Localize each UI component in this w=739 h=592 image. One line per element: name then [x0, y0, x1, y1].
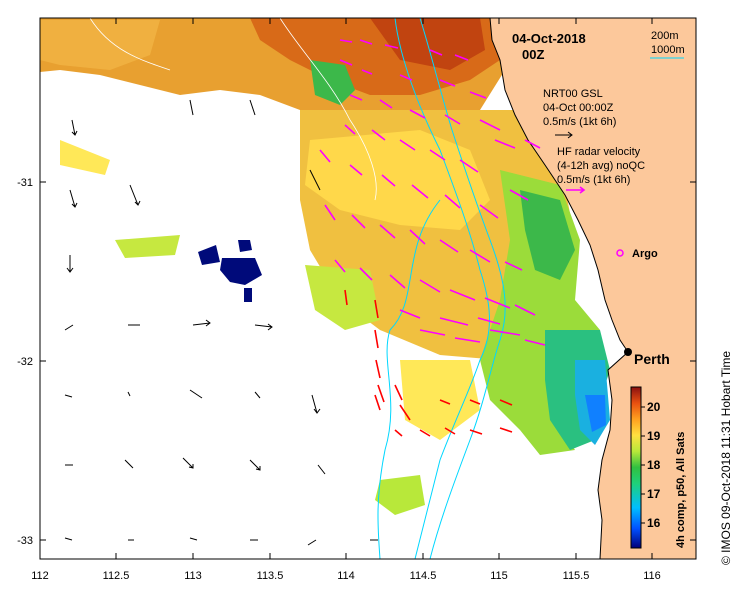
isobath-label-200: 200m	[651, 30, 679, 42]
colorbar-tick-18: 18	[647, 458, 661, 472]
lon-ticks	[39, 18, 653, 559]
argo-label: Argo	[632, 248, 658, 260]
gsl-legend-line-3: 0.5m/s (1kt 6h)	[543, 116, 616, 128]
lon-label-5: 114.5	[410, 570, 437, 582]
date-title: 04-Oct-2018	[512, 31, 586, 46]
colorbar-tick-19: 19	[647, 429, 661, 443]
lat-label-0: -31	[17, 177, 33, 189]
land	[489, 18, 696, 559]
lon-label-6: 115	[490, 570, 508, 582]
argo-marker	[616, 249, 624, 257]
perth-marker	[624, 348, 632, 356]
lon-label-8: 116	[643, 570, 661, 582]
lat-ticks	[40, 181, 696, 541]
credit: © IMOS 09-Oct-2018 11:31 Hobart Time	[719, 351, 733, 565]
hf-legend-arrow	[566, 186, 586, 194]
colorbar-tick-20: 20	[647, 400, 661, 414]
colorbar-title: 4h comp, p50, All Sats	[675, 432, 687, 548]
hf-arrows	[319, 39, 546, 346]
hf-legend-line-2: (4-12h avg) noQC	[557, 160, 645, 172]
gsl-legend-line-2: 04-Oct 00:00Z	[543, 102, 614, 114]
isobaths	[377, 18, 506, 559]
lat-label-2: -33	[17, 535, 33, 547]
colorbar-tick-16: 16	[647, 516, 661, 530]
hf-legend-line-1: HF radar velocity	[557, 146, 641, 158]
lon-label-3: 113.5	[257, 570, 284, 582]
lon-label-7: 115.5	[563, 570, 590, 582]
plot-frame	[39, 17, 697, 560]
lon-label-4: 114	[337, 570, 355, 582]
perth-label: Perth	[634, 351, 670, 367]
lat-label-1: -32	[17, 356, 33, 368]
gsl-legend-line-1: NRT00 GSL	[543, 88, 603, 100]
colorbar-ticks	[641, 406, 645, 524]
isobath-label-1000: 1000m	[651, 44, 685, 56]
sst-field	[40, 18, 610, 515]
cold-patch	[198, 240, 262, 302]
colorbar	[630, 386, 642, 549]
colorbar-tick-17: 17	[647, 487, 661, 501]
gsl-arrows	[64, 99, 378, 546]
time-title: 00Z	[522, 47, 544, 62]
hf-arrows-red	[344, 289, 513, 437]
lon-label-1: 112.5	[103, 570, 130, 582]
white-contours	[89, 18, 377, 201]
gsl-legend-arrow	[555, 131, 573, 139]
lon-label-0: 112	[31, 570, 49, 582]
lon-label-2: 113	[184, 570, 202, 582]
hf-legend-line-3: 0.5m/s (1kt 6h)	[557, 174, 630, 186]
